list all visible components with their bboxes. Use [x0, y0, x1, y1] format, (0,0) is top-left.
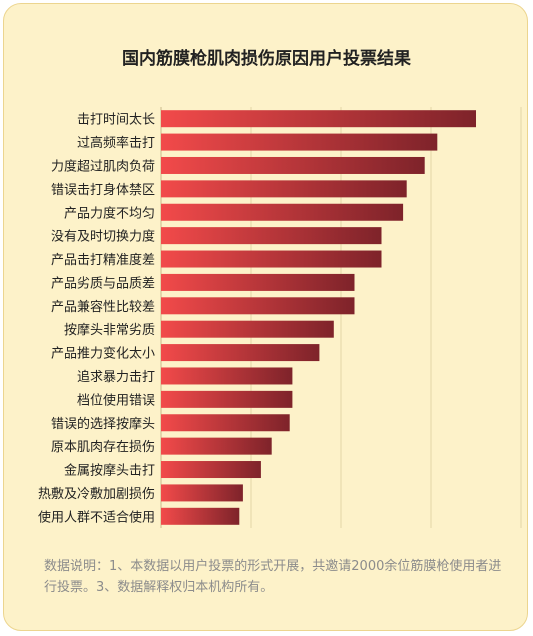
category-label: 原本肌肉存在损伤: [51, 440, 155, 455]
bar: [161, 250, 382, 268]
bar: [161, 367, 293, 385]
bar: [161, 297, 355, 315]
category-label: 产品击打精准度差: [51, 252, 155, 268]
chart-card: 国内筋膜枪肌肉损伤原因用户投票结果 击打时间太长 过高频率击打力度超过肌肉负荷 错误…: [3, 3, 528, 631]
bar: [161, 133, 438, 151]
data-note: 数据说明：1、本数据以用户投票的形式开展，共邀请2000余位筋膜枪使用者进行投票…: [44, 559, 502, 595]
bar: [161, 320, 334, 338]
bar: [161, 437, 272, 455]
grid-lines: [250, 107, 522, 528]
category-label: 按摩头非常劣质: [64, 322, 155, 338]
bar: [161, 203, 404, 221]
category-label: 错误击打身体禁区: [51, 182, 155, 198]
bar: [161, 156, 425, 174]
bar: [161, 484, 243, 502]
bars: [161, 110, 476, 525]
bar: [161, 180, 407, 198]
bar: [161, 507, 240, 525]
category-labels: 击打时间太长过高频率击打力度超过肌肉负荷错误击打身体禁区产品力度不均匀没有及时切…: [38, 113, 155, 526]
bar-chart: 击打时间太长过高频率击打力度超过肌肉负荷错误击打身体禁区产品力度不均匀没有及时切…: [38, 107, 522, 528]
bar: [161, 227, 382, 245]
category-label: 力度超过肌肉负荷: [51, 158, 155, 174]
category-label: 金属按摩头击打: [64, 463, 155, 479]
chart-title: 国内筋膜枪肌肉损伤原因用户投票结果: [122, 49, 411, 69]
category-label: 产品兼容性比较差: [51, 299, 155, 315]
bar: [161, 414, 290, 432]
category-label: 追求暴力击打: [77, 369, 155, 385]
bar: [161, 273, 355, 291]
category-label: 使用人群不适合使用: [38, 509, 155, 525]
category-label: 产品力度不均匀: [64, 205, 155, 221]
bar: [161, 461, 261, 479]
category-label: 没有及时切换力度: [51, 229, 155, 245]
category-label: 错误的选择按摩头: [51, 416, 155, 432]
category-label: 热敷及冷敷加剧损伤: [38, 487, 155, 502]
bar: [161, 344, 320, 362]
category-label: 过高频率击打: [77, 135, 155, 151]
bar: [161, 390, 293, 408]
category-label: 档位使用错误: [77, 392, 155, 408]
category-label: 产品劣质与品质差: [51, 276, 155, 291]
category-label: 产品推力变化太小: [51, 346, 155, 362]
category-label: 击打时间太长: [77, 113, 155, 128]
bar: [161, 110, 476, 128]
